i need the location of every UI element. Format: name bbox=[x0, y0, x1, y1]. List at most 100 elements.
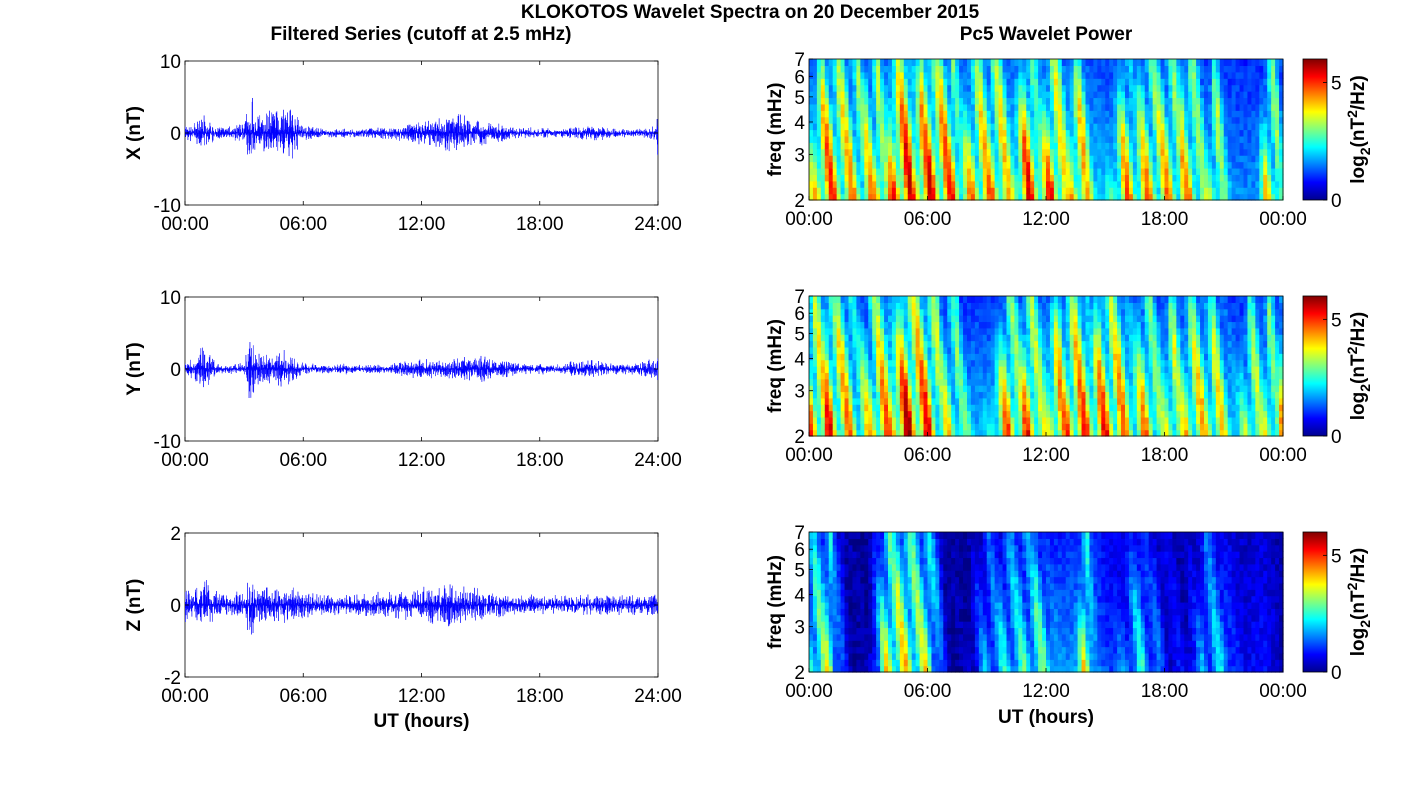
wavelet-cell bbox=[1279, 187, 1284, 195]
wavelet-cell bbox=[812, 391, 818, 399]
wavelet-cell bbox=[951, 334, 956, 342]
wavelet-cell bbox=[844, 59, 850, 67]
wavelet-cell bbox=[852, 78, 857, 86]
wavelet-cell bbox=[1093, 315, 1098, 323]
wavelet-cell bbox=[895, 410, 901, 418]
wavelet-cell bbox=[1105, 315, 1110, 323]
wavelet-cell bbox=[982, 180, 988, 188]
wavelet-cell bbox=[923, 429, 929, 437]
wavelet-cell bbox=[935, 187, 940, 195]
wavelet-cell bbox=[1109, 155, 1114, 163]
wavelet-cell bbox=[1176, 129, 1181, 137]
wavelet-cell bbox=[1215, 59, 1221, 67]
wavelet-cell bbox=[820, 423, 826, 431]
wavelet-cell bbox=[1132, 385, 1138, 393]
wavelet-cell bbox=[974, 110, 980, 118]
wavelet-cell bbox=[978, 327, 984, 335]
wavelet-cell bbox=[1105, 423, 1110, 431]
wavelet-cell bbox=[1172, 340, 1177, 348]
wavelet-cell bbox=[860, 174, 865, 182]
wavelet-cell bbox=[1200, 308, 1205, 316]
wavelet-cell bbox=[840, 391, 846, 399]
wavelet-cell bbox=[820, 385, 826, 393]
wavelet-cell bbox=[1081, 84, 1087, 92]
wavelet-cell bbox=[955, 372, 960, 380]
wavelet-cell bbox=[935, 148, 940, 156]
wavelet-cell bbox=[1057, 429, 1063, 437]
wavelet-cell bbox=[967, 308, 972, 316]
wavelet-cell bbox=[1200, 110, 1205, 118]
wavelet-cell bbox=[1223, 142, 1229, 150]
wavelet-cell bbox=[1152, 180, 1158, 188]
wavelet-cell bbox=[1188, 296, 1193, 303]
wavelet-cell bbox=[1227, 116, 1233, 124]
wavelet-cell bbox=[1077, 110, 1083, 118]
wavelet-cell bbox=[1113, 366, 1118, 373]
wavelet-cell bbox=[1010, 65, 1015, 73]
wavelet-cell bbox=[1010, 366, 1015, 373]
wavelet-cell bbox=[1231, 129, 1237, 137]
wavelet-cell bbox=[1010, 308, 1015, 316]
wavelet-cell bbox=[812, 372, 818, 380]
wavelet-cell bbox=[816, 372, 822, 380]
wavelet-cell bbox=[832, 91, 838, 99]
wavelet-cell bbox=[955, 148, 960, 156]
wavelet-cell bbox=[1046, 193, 1051, 201]
wavelet-cell bbox=[903, 142, 909, 150]
wavelet-cell bbox=[1053, 385, 1059, 393]
wavelet-cell bbox=[1010, 116, 1015, 124]
wavelet-cell bbox=[860, 296, 865, 303]
wavelet-cell bbox=[1184, 71, 1189, 79]
wavelet-cell bbox=[970, 110, 976, 118]
wavelet-cell bbox=[959, 296, 964, 303]
wavelet-cell bbox=[911, 423, 917, 431]
wavelet-cell bbox=[998, 366, 1004, 373]
wavelet-cell bbox=[1053, 135, 1059, 143]
wavelet-cell bbox=[1030, 404, 1035, 412]
wavelet-cell bbox=[935, 91, 940, 99]
wavelet-cell bbox=[1271, 103, 1276, 111]
wavelet-cell bbox=[967, 59, 972, 67]
wavelet-cell bbox=[828, 161, 834, 169]
wavelet-cell bbox=[1097, 180, 1102, 188]
wavelet-cell bbox=[891, 97, 897, 105]
wavelet-cell bbox=[860, 429, 865, 437]
wavelet-cell bbox=[1152, 97, 1158, 105]
wavelet-cell bbox=[927, 372, 933, 380]
wavelet-cell bbox=[1255, 187, 1260, 195]
wavelet-cell bbox=[856, 334, 861, 342]
wavelet-cell bbox=[1125, 155, 1130, 163]
wavelet-cell bbox=[959, 59, 964, 67]
wavelet-cell bbox=[1034, 116, 1039, 124]
wavelet-cell bbox=[1279, 59, 1284, 67]
wavelet-cell bbox=[911, 385, 917, 393]
wavelet-cell bbox=[943, 116, 948, 124]
wavelet-cell bbox=[1247, 84, 1252, 92]
wavelet-cell bbox=[1081, 148, 1087, 156]
wavelet-cell bbox=[816, 97, 822, 105]
wavelet-cell bbox=[880, 129, 885, 137]
wavelet-cell bbox=[1026, 327, 1031, 335]
wavelet-cell bbox=[963, 71, 968, 79]
wavelet-cell bbox=[1089, 167, 1094, 175]
wavelet-cell bbox=[1148, 97, 1154, 105]
wavelet-cell bbox=[923, 359, 929, 367]
wavelet-cell bbox=[820, 129, 826, 137]
wavelet-cell bbox=[963, 359, 968, 367]
wavelet-cell bbox=[1065, 59, 1071, 67]
wavelet-cell bbox=[1227, 155, 1233, 163]
wavelet-cell bbox=[1275, 180, 1280, 188]
wavelet-cell bbox=[1247, 129, 1252, 137]
wavelet-cell bbox=[1148, 372, 1154, 380]
wavelet-cell bbox=[1239, 97, 1245, 105]
wavelet-cell bbox=[919, 110, 925, 118]
wavelet-cell bbox=[1263, 161, 1268, 169]
wavelet-cell bbox=[1006, 123, 1012, 131]
wavelet-cell bbox=[1263, 65, 1268, 73]
wavelet-cell bbox=[1176, 187, 1181, 195]
wavelet-cell bbox=[868, 142, 873, 150]
wavelet-cell bbox=[1152, 167, 1158, 175]
wavelet-cell bbox=[1077, 193, 1083, 201]
wavelet-cell bbox=[1097, 59, 1102, 67]
wavelet-cell bbox=[1038, 193, 1043, 201]
